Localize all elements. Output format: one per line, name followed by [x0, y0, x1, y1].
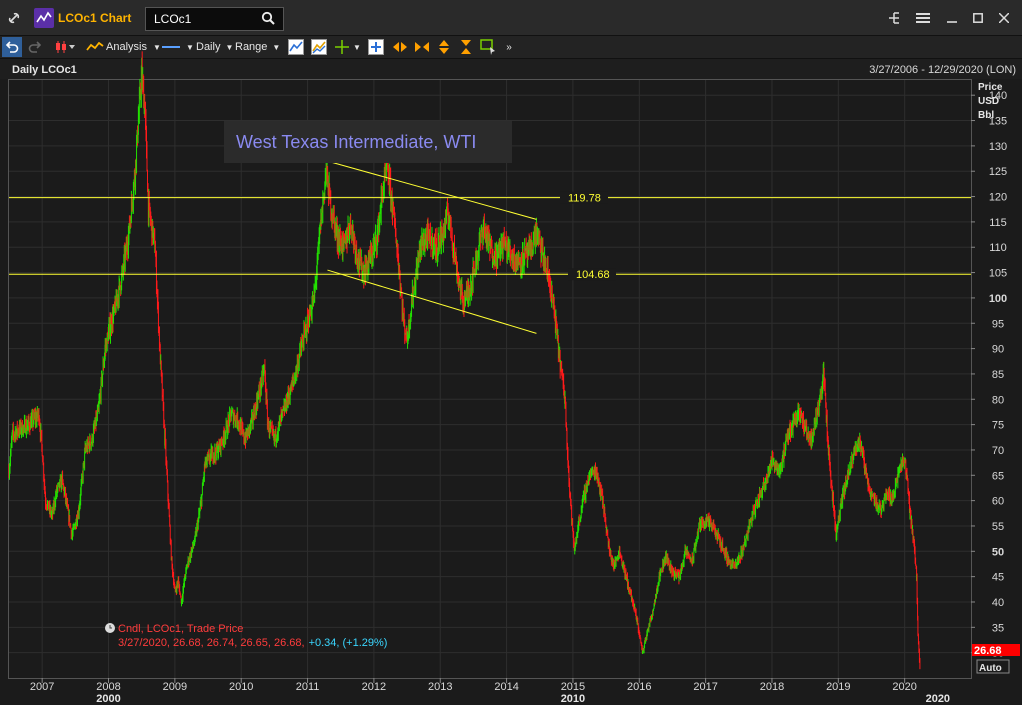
x-tick-label: 2011 — [296, 681, 320, 693]
y-tick-label: 40 — [992, 597, 1004, 609]
chevron-down-icon: ▼ — [152, 42, 161, 52]
chart-app-icon — [34, 8, 54, 28]
share-icon[interactable] — [884, 9, 904, 27]
scroll-left-right-icon[interactable] — [390, 37, 410, 57]
analysis-icon — [86, 42, 104, 51]
plot-frame — [8, 79, 972, 679]
y-tick-label: 35 — [992, 622, 1004, 634]
minimize-icon[interactable] — [942, 9, 962, 27]
search-input[interactable]: LCOc1 — [145, 7, 284, 31]
x-tick-label: 2013 — [428, 681, 452, 693]
y-tick-label: 85 — [992, 369, 1004, 381]
y-tick-label: 105 — [989, 268, 1007, 280]
chevron-down-icon: ▼ — [272, 42, 281, 52]
y-tick-label: 30 — [992, 648, 1004, 660]
app-title-text: LCOc1 Chart — [58, 11, 132, 25]
last-price-tag — [972, 644, 1020, 656]
search-input-value: LCOc1 — [154, 12, 192, 26]
x-decade-label: 2000 — [96, 693, 120, 705]
candlestick-icon[interactable] — [50, 37, 80, 57]
more-tools-icon[interactable]: » — [506, 41, 512, 53]
undo-icon[interactable] — [2, 37, 22, 57]
range-menu[interactable]: Range ▼ — [235, 38, 280, 56]
y-tick-label: 60 — [992, 496, 1004, 508]
x-tick-label: 2010 — [229, 681, 253, 693]
y-tick-label: 80 — [992, 394, 1004, 406]
scroll-up-down-icon[interactable] — [434, 37, 454, 57]
y-axis-unit-currency: USD — [978, 96, 999, 107]
x-tick-label: 2017 — [693, 681, 717, 693]
chevron-down-icon[interactable]: ▼ — [353, 42, 361, 52]
x-tick-label: 2007 — [30, 681, 54, 693]
zoom-icon[interactable] — [366, 37, 386, 57]
x-tick-label: 2018 — [760, 681, 784, 693]
y-tick-label: 65 — [992, 470, 1004, 482]
y-tick-label: 130 — [989, 141, 1007, 153]
app-title: LCOc1 Chart — [58, 10, 131, 26]
y-tick-label: 45 — [992, 572, 1004, 584]
analysis-label: Analysis — [106, 41, 147, 53]
range-label: Range — [235, 41, 268, 53]
x-tick-label: 2015 — [561, 681, 585, 693]
redo-icon[interactable] — [25, 37, 45, 57]
menu-icon[interactable] — [913, 9, 933, 27]
y-tick-label: 140 — [989, 90, 1007, 102]
chart-date-range: 3/27/2006 - 12/29/2020 (LON) — [869, 64, 1016, 76]
y-tick-label: 135 — [989, 116, 1007, 128]
analysis-menu[interactable]: Analysis ▼ — [86, 38, 161, 56]
fit-horizontal-icon[interactable] — [412, 37, 432, 57]
auto-scale-button[interactable] — [976, 659, 1010, 674]
x-decade-label: 2010 — [561, 693, 585, 705]
compare-chart-icon[interactable] — [309, 37, 329, 57]
x-tick-label: 2008 — [96, 681, 120, 693]
line-icon — [162, 46, 180, 48]
line-style-menu[interactable]: ▼ — [162, 38, 194, 56]
y-tick-label: 100 — [989, 293, 1007, 305]
auto-scale-label: Auto — [979, 663, 1002, 674]
x-tick-label: 2014 — [494, 681, 518, 693]
y-tick-label: 110 — [989, 242, 1007, 254]
close-icon[interactable] — [994, 9, 1014, 27]
x-tick-label: 2019 — [826, 681, 850, 693]
x-decade-label: 2020 — [926, 693, 950, 705]
chart-toolbar: Analysis ▼ ▼ Daily ▼ Range ▼ ▼ » — [0, 36, 1022, 59]
interval-menu[interactable]: Daily ▼ — [196, 38, 233, 56]
fit-vertical-icon[interactable] — [456, 37, 476, 57]
chart-header: Daily LCOc1 3/27/2006 - 12/29/2020 (LON) — [0, 59, 1022, 79]
x-tick-label: 2016 — [627, 681, 651, 693]
chevron-down-icon: ▼ — [186, 42, 194, 52]
y-tick-label: 115 — [989, 217, 1007, 229]
line-chart-icon[interactable] — [286, 37, 306, 57]
chevron-down-icon: ▼ — [225, 42, 234, 52]
x-tick-label: 2020 — [892, 681, 916, 693]
y-tick-label: 120 — [989, 192, 1007, 204]
last-price-value: 26.68 — [974, 645, 1002, 657]
link-icon[interactable] — [4, 8, 24, 28]
x-tick-label: 2012 — [362, 681, 386, 693]
chart-interval-title: Daily LCOc1 — [12, 64, 77, 76]
y-axis: 30 35 40 45 50 55 60 65 70 75 80 85 90 95 100 105 110 115… — [971, 90, 1007, 660]
y-tick-label: 70 — [992, 445, 1004, 457]
x-tick-label: 2009 — [163, 681, 187, 693]
y-tick-label: 90 — [992, 344, 1004, 356]
y-tick-label: 75 — [992, 420, 1004, 432]
crosshair-icon[interactable] — [332, 37, 352, 57]
select-area-icon[interactable] — [478, 37, 498, 57]
search-icon[interactable] — [261, 11, 275, 25]
maximize-icon[interactable] — [968, 9, 988, 27]
x-axis: 2007 2008 2009 2010 2011 2012 2013 2014 2015 2016… — [30, 678, 950, 705]
y-axis-unit-price: Price — [978, 82, 1003, 93]
y-tick-label: 50 — [992, 546, 1004, 558]
y-axis-unit-volume: Bbl — [978, 110, 994, 121]
interval-label: Daily — [196, 41, 221, 53]
y-tick-label: 95 — [992, 318, 1004, 330]
y-tick-label: 55 — [992, 521, 1004, 533]
window-titlebar: LCOc1 Chart LCOc1 — [0, 0, 1022, 36]
y-tick-label: 125 — [989, 166, 1007, 178]
